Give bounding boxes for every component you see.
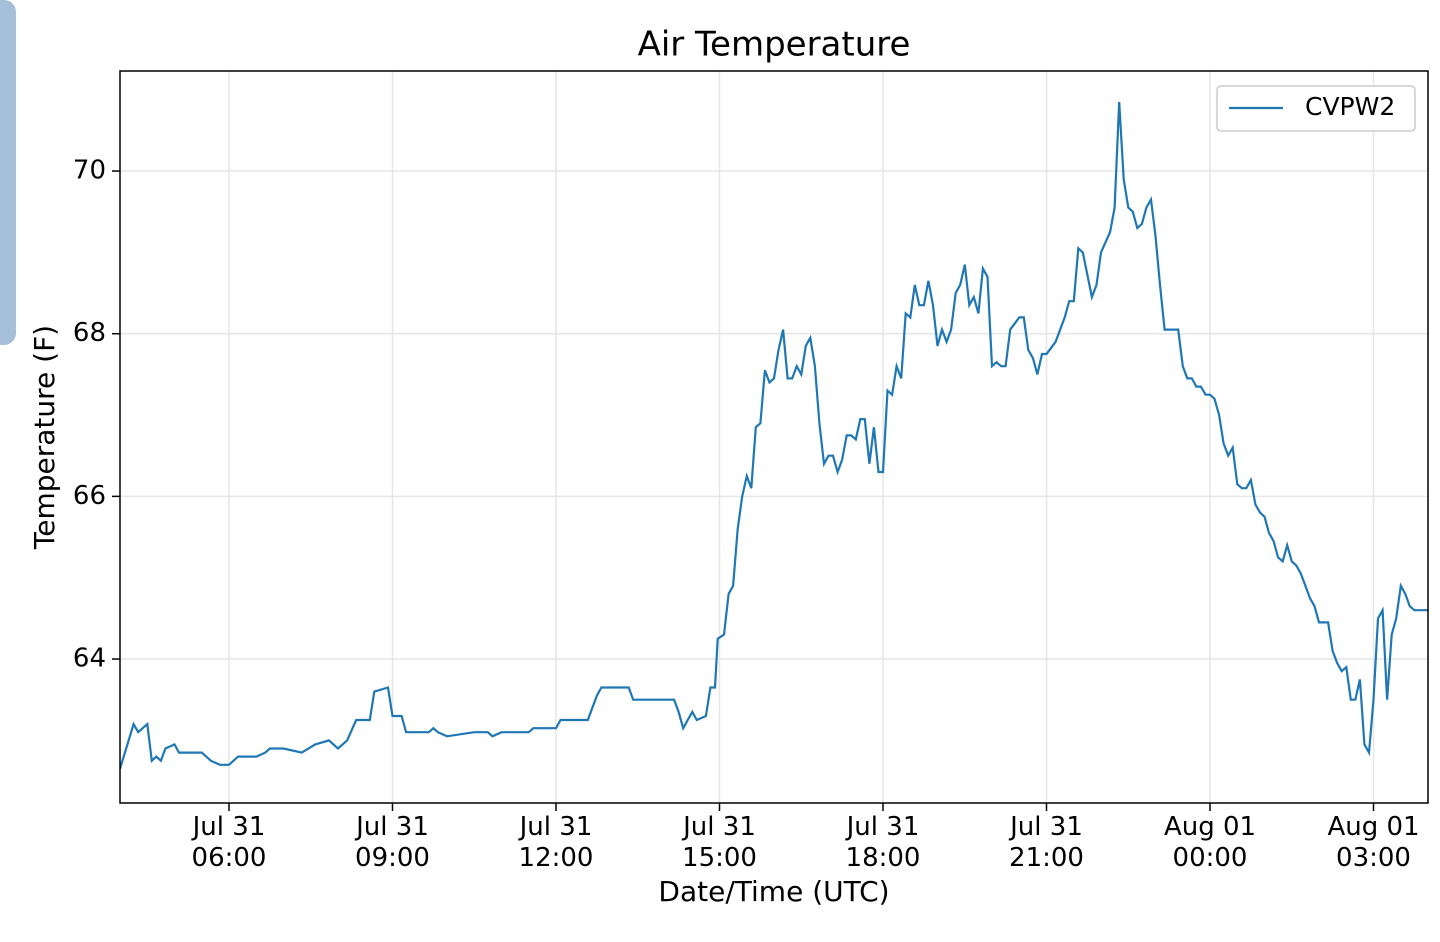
x-tick-label: Jul 31 18:00 bbox=[845, 812, 921, 873]
x-tick-line: 12:00 bbox=[519, 843, 594, 873]
x-tick-line: 21:00 bbox=[1009, 843, 1084, 873]
x-tick-line: Jul 31 bbox=[191, 812, 266, 842]
y-tick-label: 68 bbox=[73, 318, 106, 348]
x-tick-label: Aug 01 00:00 bbox=[1164, 812, 1256, 873]
x-tick-label: Jul 31 09:00 bbox=[354, 812, 430, 873]
x-tick-line: 09:00 bbox=[355, 843, 430, 873]
x-tick-line: Jul 31 bbox=[845, 812, 920, 842]
x-tick-line: Jul 31 bbox=[354, 812, 429, 842]
legend-label: CVPW2 bbox=[1305, 92, 1395, 121]
x-tick-label: Jul 31 12:00 bbox=[518, 812, 594, 873]
y-tick-label: 64 bbox=[73, 644, 106, 674]
x-tick-line: 00:00 bbox=[1173, 843, 1248, 873]
x-tick-label: Aug 01 03:00 bbox=[1327, 812, 1419, 873]
x-tick-line: Jul 31 bbox=[1008, 812, 1083, 842]
x-tick-label: Jul 31 21:00 bbox=[1008, 812, 1084, 873]
x-tick-line: Aug 01 bbox=[1164, 812, 1256, 842]
x-tick-line: 15:00 bbox=[682, 843, 757, 873]
x-tick-line: Jul 31 bbox=[681, 812, 756, 842]
y-tick-label: 70 bbox=[73, 156, 106, 186]
legend-box bbox=[1216, 85, 1416, 132]
line bbox=[120, 101, 1428, 770]
x-axis-label: Date/Time (UTC) bbox=[658, 875, 889, 908]
y-axis-label: Temperature (F) bbox=[28, 325, 61, 550]
x-tick-line: Jul 31 bbox=[518, 812, 593, 842]
plot-frame bbox=[119, 70, 1429, 804]
y-tick-label: 66 bbox=[73, 481, 106, 511]
x-tick-line: 06:00 bbox=[192, 843, 267, 873]
chart-title: Air Temperature bbox=[638, 25, 911, 65]
x-tick-label: Jul 31 06:00 bbox=[191, 812, 267, 873]
x-tick-line: 03:00 bbox=[1336, 843, 1411, 873]
side-panel bbox=[0, 0, 16, 345]
x-tick-line: 18:00 bbox=[846, 843, 921, 873]
x-tick-label: Jul 31 15:00 bbox=[681, 812, 757, 873]
x-tick-line: Aug 01 bbox=[1327, 812, 1419, 842]
